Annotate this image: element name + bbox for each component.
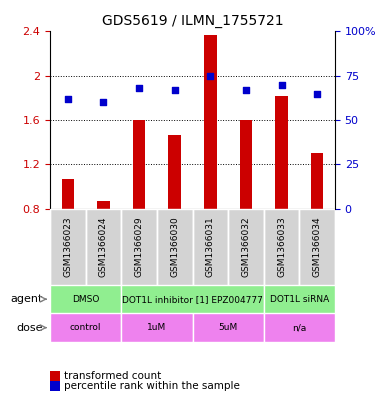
FancyBboxPatch shape	[264, 285, 335, 313]
Bar	[204, 35, 216, 209]
Text: DOT1L siRNA: DOT1L siRNA	[270, 295, 329, 304]
Text: control: control	[70, 323, 101, 332]
FancyBboxPatch shape	[85, 209, 121, 285]
FancyBboxPatch shape	[192, 313, 264, 342]
Text: GSM1366033: GSM1366033	[277, 217, 286, 277]
Bar	[311, 153, 323, 209]
FancyBboxPatch shape	[121, 313, 192, 342]
Bar	[240, 120, 252, 209]
Bar	[50, 381, 60, 391]
Text: n/a: n/a	[292, 323, 306, 332]
Bar	[62, 179, 74, 209]
Text: transformed count: transformed count	[64, 371, 161, 382]
Point	[243, 87, 249, 93]
FancyBboxPatch shape	[264, 209, 300, 285]
FancyBboxPatch shape	[121, 285, 264, 313]
Text: 5uM: 5uM	[219, 323, 238, 332]
Point	[100, 99, 107, 106]
Text: GSM1366034: GSM1366034	[313, 217, 321, 277]
Title: GDS5619 / ILMN_1755721: GDS5619 / ILMN_1755721	[102, 14, 283, 28]
Text: GSM1366023: GSM1366023	[64, 217, 72, 277]
Bar	[50, 371, 60, 381]
Text: GSM1366031: GSM1366031	[206, 217, 215, 277]
Point	[65, 96, 71, 102]
FancyBboxPatch shape	[228, 209, 264, 285]
FancyBboxPatch shape	[157, 209, 192, 285]
FancyBboxPatch shape	[192, 209, 228, 285]
FancyBboxPatch shape	[300, 209, 335, 285]
Text: percentile rank within the sample: percentile rank within the sample	[64, 381, 239, 391]
Bar	[133, 120, 145, 209]
Text: DMSO: DMSO	[72, 295, 99, 304]
Text: GSM1366024: GSM1366024	[99, 217, 108, 277]
Text: GSM1366032: GSM1366032	[241, 217, 250, 277]
Text: GSM1366030: GSM1366030	[170, 217, 179, 277]
FancyBboxPatch shape	[50, 313, 121, 342]
Point	[207, 73, 213, 79]
Bar	[169, 134, 181, 209]
Text: GSM1366029: GSM1366029	[135, 217, 144, 277]
Point	[136, 85, 142, 91]
Point	[278, 81, 285, 88]
Text: dose: dose	[17, 323, 43, 332]
FancyBboxPatch shape	[50, 209, 85, 285]
FancyBboxPatch shape	[264, 313, 335, 342]
Text: agent: agent	[10, 294, 43, 304]
Bar	[275, 96, 288, 209]
Point	[314, 90, 320, 97]
FancyBboxPatch shape	[50, 285, 121, 313]
Text: DOT1L inhibitor [1] EPZ004777: DOT1L inhibitor [1] EPZ004777	[122, 295, 263, 304]
Point	[172, 87, 178, 93]
Text: 1uM: 1uM	[147, 323, 166, 332]
Bar	[97, 201, 110, 209]
FancyBboxPatch shape	[121, 209, 157, 285]
